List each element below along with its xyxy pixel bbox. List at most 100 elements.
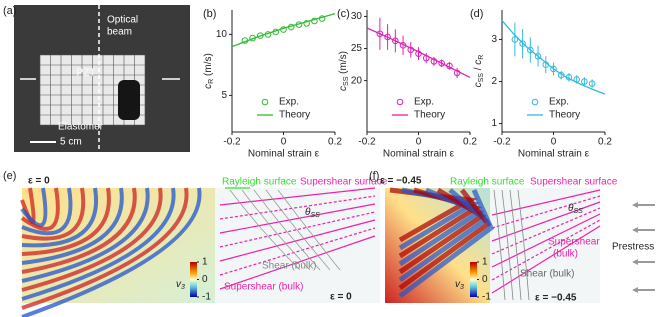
annotation: Shear (bulk) xyxy=(520,269,574,280)
v-sub: 3 xyxy=(460,284,464,291)
colorbar-tick-label: 1 xyxy=(482,257,488,268)
x-tick-label: 0 xyxy=(551,137,557,148)
legend-marker xyxy=(396,98,404,106)
legend-label: Theory xyxy=(414,110,445,121)
camera xyxy=(118,80,140,120)
x-tick-label: 0 xyxy=(416,137,422,148)
shear-arc xyxy=(229,189,301,271)
wave-band xyxy=(398,188,495,299)
strain-label: ε = 0 xyxy=(330,292,352,303)
mach-line xyxy=(219,203,376,234)
v-sub: 3 xyxy=(181,284,185,291)
arrow-head xyxy=(632,259,638,265)
wave-band xyxy=(21,187,73,236)
point xyxy=(581,78,588,85)
photo-label: PZT xyxy=(77,68,96,79)
wave-band xyxy=(21,187,176,301)
schematic-area xyxy=(215,188,380,303)
angle-label: θSS xyxy=(305,207,320,219)
arrow-head xyxy=(632,287,638,293)
y-tick-label: 10 xyxy=(216,29,228,40)
label-part: (m/s) xyxy=(203,53,214,79)
point xyxy=(303,20,310,27)
point xyxy=(438,59,445,67)
annotation: Supershear surface xyxy=(300,177,388,188)
arrow-head xyxy=(632,227,638,233)
colorbar-tick-label: 1 xyxy=(202,257,208,268)
x-axis-label: Nominal strain ε xyxy=(248,149,320,160)
mach-line xyxy=(219,211,376,248)
point xyxy=(527,46,534,54)
y-tick-label: 20 xyxy=(351,75,363,86)
theory-line xyxy=(366,27,471,79)
wavefronts xyxy=(20,187,202,317)
label-part: SS xyxy=(343,76,350,86)
y-axis-label: cR (m/s) xyxy=(203,53,215,89)
label-part: c xyxy=(203,84,214,89)
shear-arc xyxy=(277,189,341,271)
wave-band xyxy=(21,187,150,283)
colorbar xyxy=(470,262,477,297)
wave-band xyxy=(21,187,124,265)
mach-line xyxy=(219,235,376,290)
y-tick-label: 5 xyxy=(221,90,227,101)
label-part: SS xyxy=(478,73,485,83)
colorbar-tick-label: 0 xyxy=(482,274,488,285)
angle-label: θSS xyxy=(568,203,583,215)
label-part: c xyxy=(473,60,484,65)
legend-label: Theory xyxy=(279,110,310,121)
shear-arc xyxy=(265,189,331,271)
mach-line xyxy=(491,207,601,255)
x-tick-label: -0.2 xyxy=(358,137,376,148)
x-axis-label: Nominal strain ε xyxy=(518,149,590,160)
annotation: Supershear xyxy=(548,237,600,248)
annotation: Supershear (bulk) xyxy=(224,282,303,293)
label-part: c xyxy=(338,86,349,91)
shear-arc xyxy=(517,189,530,301)
mach-line xyxy=(491,213,601,268)
mach-line xyxy=(491,201,601,242)
x-tick-label: 0.2 xyxy=(598,137,612,148)
legend-label: Exp. xyxy=(279,97,299,108)
strain-label: ε = −0.45 xyxy=(380,176,422,187)
panel-label: (a) xyxy=(3,5,16,17)
legend-label: Exp. xyxy=(549,97,569,108)
mach-line xyxy=(219,227,376,276)
strain-label: ε = −0.45 xyxy=(535,293,577,304)
point xyxy=(376,30,384,38)
wave-band xyxy=(21,187,202,317)
scale-label: 5 cm xyxy=(60,137,82,148)
theta: θ xyxy=(305,207,311,218)
annotation: Rayleigh surface xyxy=(450,177,525,188)
y-tick-label: 1 xyxy=(491,118,497,129)
legend-label: Theory xyxy=(549,110,580,121)
wavefronts xyxy=(389,187,495,299)
legend-marker xyxy=(531,98,539,106)
v: v xyxy=(176,279,182,290)
y-tick-label: 3 xyxy=(491,34,497,45)
wave-band xyxy=(20,187,60,231)
x-tick-label: 0 xyxy=(281,137,287,148)
point xyxy=(588,80,596,87)
shear-arc xyxy=(501,189,514,301)
strain-label: ε = 0 xyxy=(28,176,50,187)
point xyxy=(519,40,526,47)
panel-label: (e) xyxy=(3,170,16,182)
colorbar-tick-label: -1 xyxy=(482,292,491,303)
panel-label: (f) xyxy=(369,170,379,182)
wave-band xyxy=(20,187,48,228)
mach-lines xyxy=(491,189,601,301)
mach-line xyxy=(219,187,376,206)
shear-arc xyxy=(493,189,506,301)
point xyxy=(384,33,391,41)
x-axis-label: Nominal strain ε xyxy=(383,149,455,160)
point xyxy=(392,37,399,45)
label-part: c xyxy=(473,82,484,87)
v: v xyxy=(455,279,461,290)
theta-sub: SS xyxy=(573,208,583,215)
theory-line xyxy=(501,20,606,95)
point xyxy=(534,52,542,60)
y-tick-label: 25 xyxy=(351,43,363,54)
photo-label: Optical xyxy=(107,15,138,26)
